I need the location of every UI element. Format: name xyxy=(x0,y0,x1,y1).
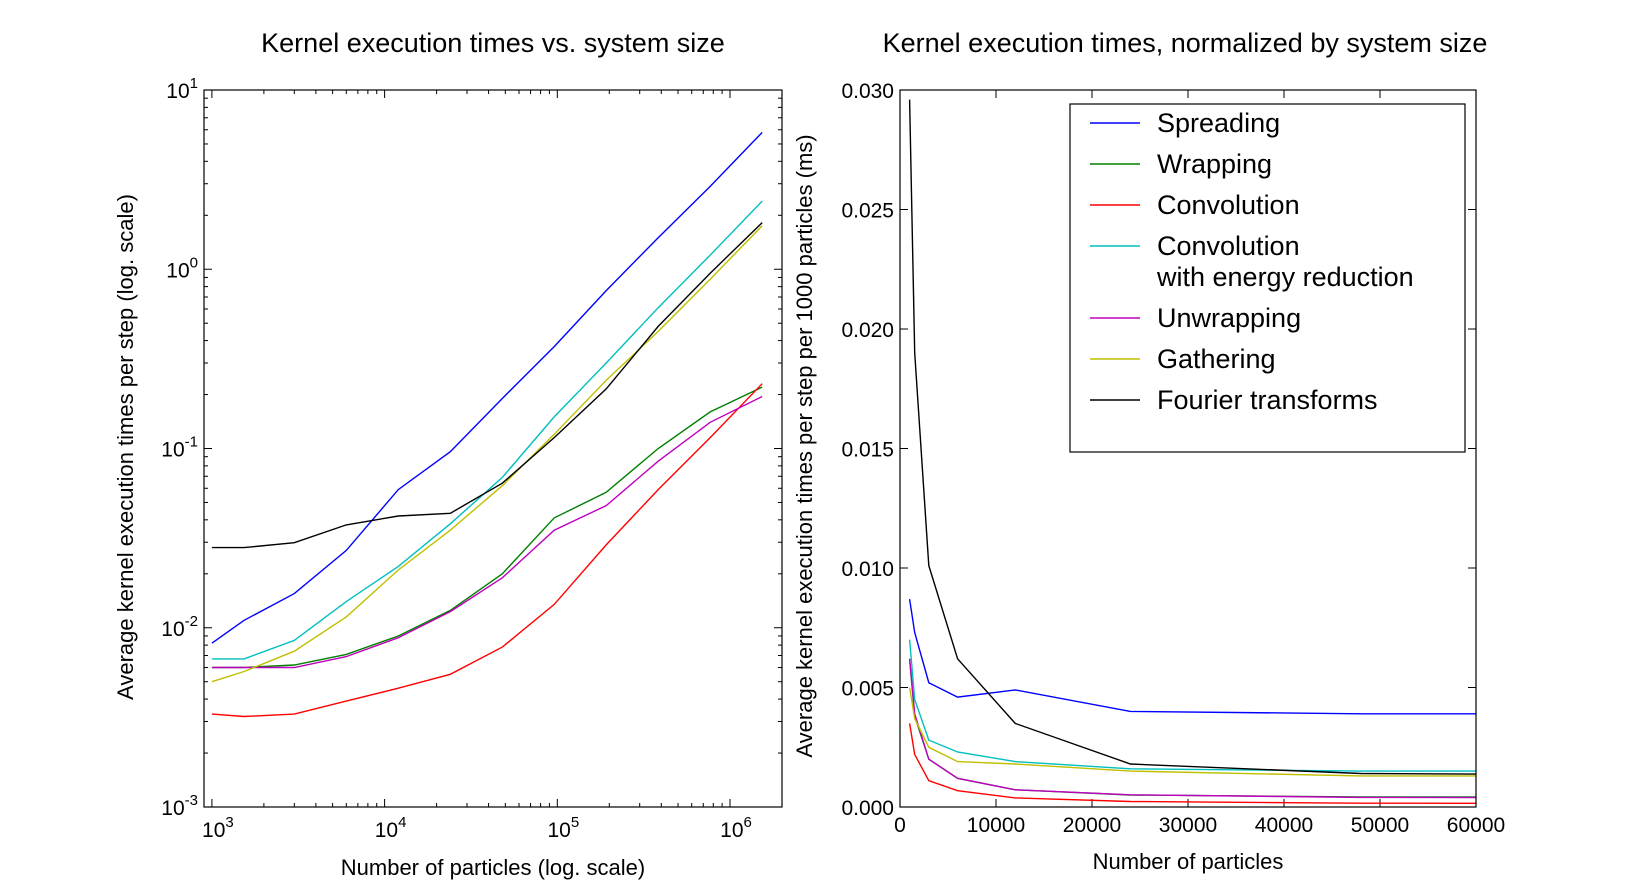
right-chart-title: Kernel execution times, normalized by sy… xyxy=(883,28,1488,58)
left-chart-title: Kernel execution times vs. system size xyxy=(261,28,725,58)
legend-frame xyxy=(1069,103,1466,453)
right-x-tick-label: 40000 xyxy=(1255,814,1313,837)
legend-items: SpreadingWrappingConvolutionConvolutionw… xyxy=(1090,108,1414,415)
right-y-tick-label: 0.020 xyxy=(841,319,894,342)
left-y-tick-label: 10-3 xyxy=(161,792,198,820)
left-series-line-2 xyxy=(211,383,763,718)
left-plot-frame xyxy=(203,89,783,808)
right-x-tick-label: 30000 xyxy=(1159,814,1217,837)
right-ticks: 0 10000 20000 30000 40000 50000 60000 0.000 0.00… xyxy=(841,80,1505,837)
left-series-lines xyxy=(211,131,763,718)
right-plot-frame xyxy=(899,89,1477,808)
right-series-lines xyxy=(908,99,1477,804)
legend-label: Convolution xyxy=(1157,190,1300,220)
left-series-line-3 xyxy=(211,200,763,660)
left-y-tick-label: 10-2 xyxy=(161,613,198,641)
left-x-tick-label: 104 xyxy=(375,814,407,842)
right-y-axis-label: Average kernel execution times per step … xyxy=(792,134,817,757)
legend-label: with energy reduction xyxy=(1156,262,1414,292)
right-x-tick-label: 60000 xyxy=(1447,814,1505,837)
right-x-tick-label: 10000 xyxy=(967,814,1025,837)
legend-label: Gathering xyxy=(1157,344,1276,374)
left-x-tick-label: 103 xyxy=(202,814,234,842)
right-series-line-6 xyxy=(908,99,1477,775)
right-series-line-0 xyxy=(908,598,1476,715)
legend: SpreadingWrappingConvolutionConvolutionw… xyxy=(1069,103,1466,453)
legend-label: Wrapping xyxy=(1157,149,1272,179)
right-y-tick-label: 0.005 xyxy=(841,678,894,701)
left-series-line-5 xyxy=(211,225,763,683)
left-y-tick-label: 101 xyxy=(166,75,198,103)
legend-label: Unwrapping xyxy=(1157,303,1301,333)
right-x-tick-label: 20000 xyxy=(1063,814,1121,837)
right-y-tick-label: 0.010 xyxy=(841,558,894,581)
right-y-tick-label: 0.000 xyxy=(841,797,894,820)
legend-item: Fourier transforms xyxy=(1090,385,1378,415)
legend-item: Wrapping xyxy=(1090,149,1272,179)
right-series-line-4 xyxy=(908,658,1477,799)
left-series-line-6 xyxy=(211,222,763,549)
left-series-line-0 xyxy=(211,131,763,644)
legend-label: Fourier transforms xyxy=(1157,385,1378,415)
right-y-tick-label: 0.025 xyxy=(841,200,894,223)
legend-item: Gathering xyxy=(1090,344,1276,374)
right-series-line-5 xyxy=(908,687,1476,777)
right-y-tick-label: 0.015 xyxy=(841,439,894,462)
left-y-tick-label: 10-1 xyxy=(161,434,198,462)
left-y-axis-label: Average kernel execution times per step … xyxy=(113,194,138,700)
left-series-line-1 xyxy=(211,386,763,669)
left-x-tick-label: 105 xyxy=(547,814,579,842)
left-chart-panel: Kernel execution times vs. system size N… xyxy=(113,28,783,880)
right-series-line-2 xyxy=(908,723,1477,804)
right-series-line-3 xyxy=(908,639,1476,772)
left-x-tick-label: 106 xyxy=(720,814,752,842)
legend-item: Spreading xyxy=(1090,108,1280,138)
left-x-axis-label: Number of particles (log. scale) xyxy=(341,855,645,880)
legend-label: Spreading xyxy=(1157,108,1280,138)
legend-label: Convolution xyxy=(1157,231,1300,261)
legend-item: Unwrapping xyxy=(1090,303,1301,333)
right-chart-panel: Kernel execution times, normalized by sy… xyxy=(792,28,1505,874)
right-x-tick-label: 50000 xyxy=(1351,814,1409,837)
left-series-line-4 xyxy=(211,395,763,669)
left-y-tick-label: 100 xyxy=(166,254,198,282)
right-x-tick-label: 0 xyxy=(894,814,906,837)
right-y-tick-label: 0.030 xyxy=(841,80,894,103)
right-x-axis-label: Number of particles xyxy=(1093,849,1284,874)
legend-item: Convolution xyxy=(1090,190,1300,220)
